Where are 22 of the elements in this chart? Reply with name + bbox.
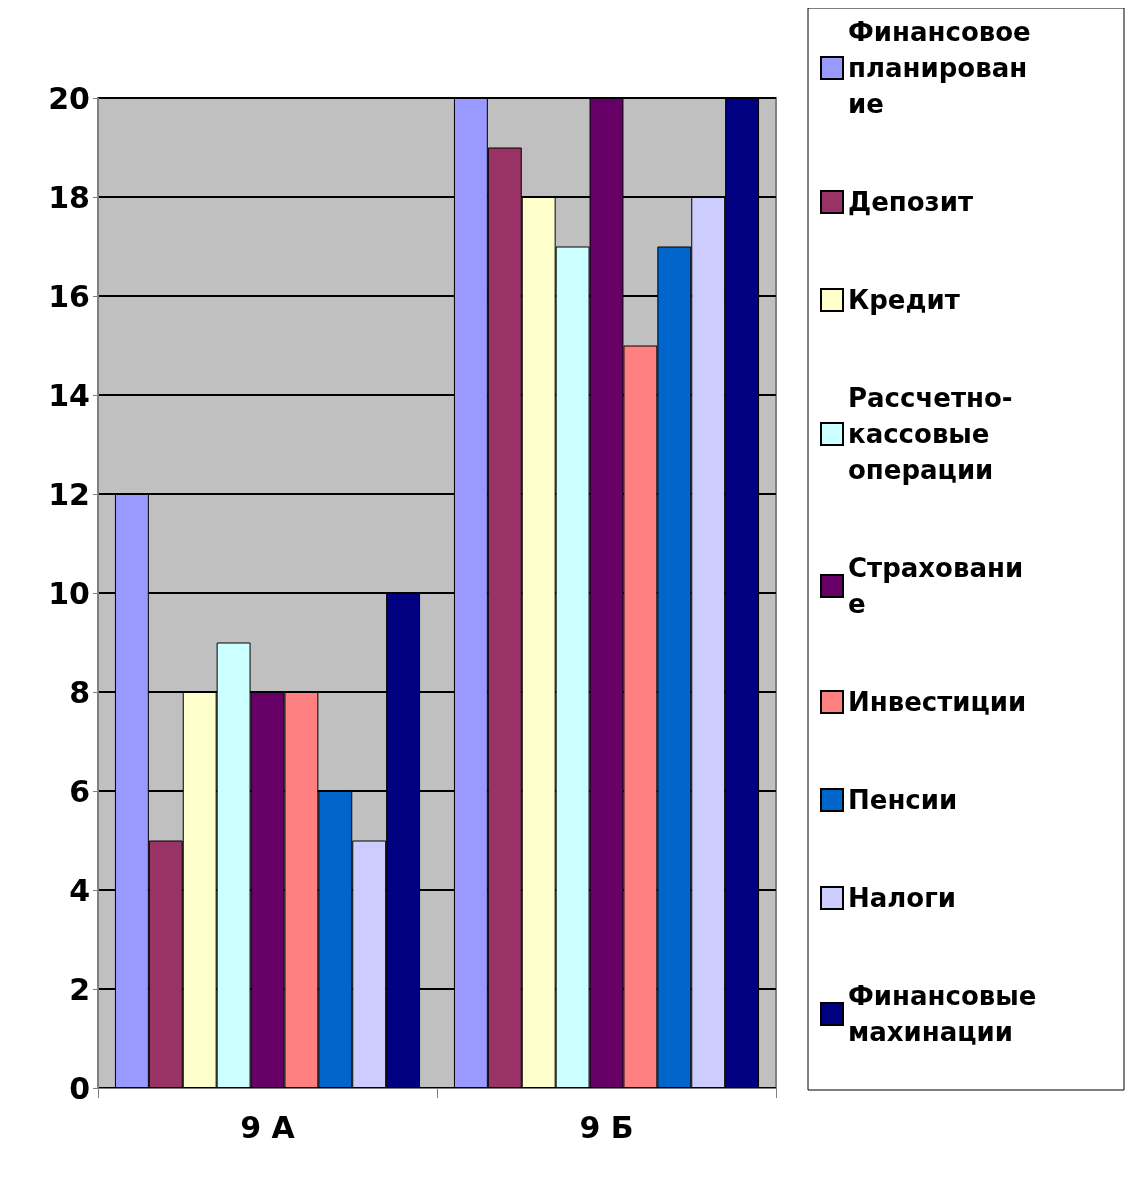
legend-label: Налоги [848,883,957,913]
y-tick-label: 20 [48,80,90,116]
y-tick-label: 8 [69,674,90,710]
y-tick-label: 18 [48,179,90,215]
y-tick-label: 12 [48,476,90,512]
legend-label: Депозит [848,187,974,217]
y-tick-label: 14 [48,377,90,413]
legend-label: Финансовые махинации [848,981,1046,1047]
y-tick-label: 4 [69,872,90,908]
y-tick-label: 0 [69,1070,90,1106]
y-tick-label: 16 [48,278,90,314]
legend-label: Финансовое планирование [848,17,1040,119]
legend-label: Пенсии [848,785,958,815]
x-tick-label: 9 Б [579,1109,634,1145]
y-tick-label: 2 [69,971,90,1007]
legend-label: Инвестиции [848,687,1027,717]
x-tick-label: 9 А [240,1109,296,1145]
legend-label: Страхование [848,553,1024,619]
legend-label: Кредит [848,285,960,315]
y-tick-label: 6 [69,773,90,809]
y-tick-label: 10 [48,575,90,611]
legend-label: Рассчетно-кассовые операции [848,383,1013,485]
